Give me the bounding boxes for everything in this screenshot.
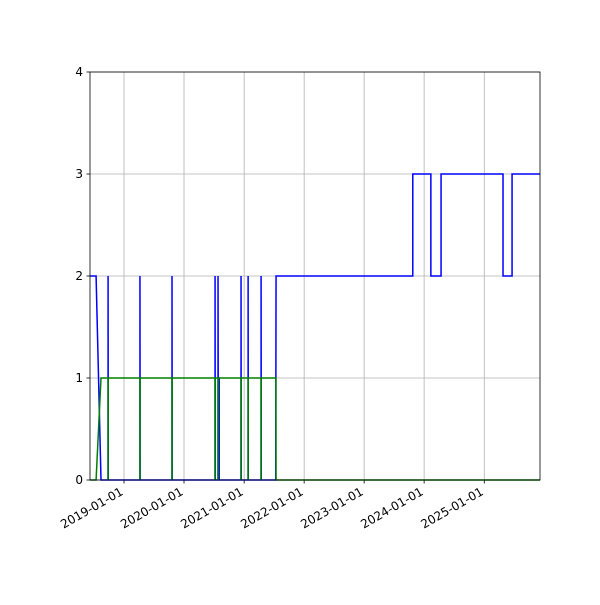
y-tick-label: 4	[75, 65, 83, 79]
series-line-1	[90, 377, 540, 481]
x-tick-label: 2021-01-01	[178, 484, 245, 531]
x-tick-label: 2024-01-01	[358, 484, 425, 531]
plot-frame	[89, 71, 541, 481]
x-tick-label: 2023-01-01	[298, 484, 365, 531]
x-tick-label: 2020-01-01	[118, 484, 185, 531]
x-tick-label: 2025-01-01	[418, 484, 485, 531]
x-tick-label: 2022-01-01	[238, 484, 305, 531]
y-tick-label: 1	[75, 371, 83, 385]
series-line-0	[90, 173, 540, 481]
y-tick-label: 2	[75, 269, 83, 283]
y-tick-label: 3	[75, 167, 83, 181]
x-tick-label: 2019-01-01	[58, 484, 125, 531]
y-tick-label: 0	[75, 473, 83, 487]
